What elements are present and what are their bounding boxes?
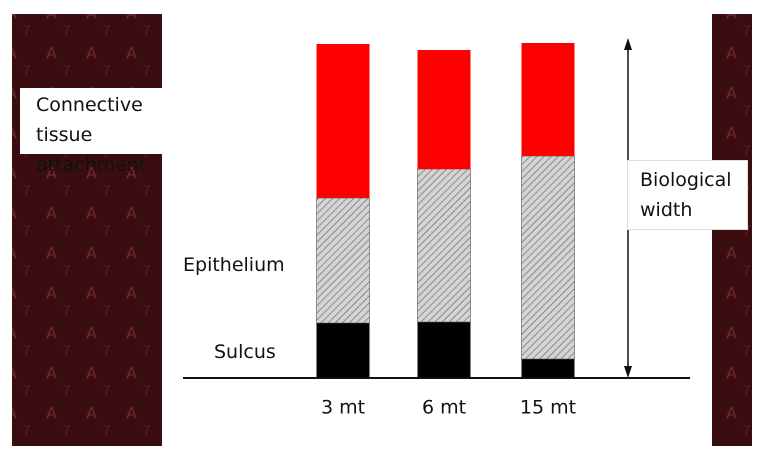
series-label: Connective tissue attachment	[20, 88, 168, 176]
bar-segment	[316, 44, 370, 198]
arrow-head	[624, 38, 632, 50]
bar-segment	[417, 50, 471, 169]
bar-segment	[316, 323, 370, 378]
x-tick-label: 6 mt	[422, 397, 466, 419]
x-tick-label: 15 mt	[520, 397, 576, 419]
background-decoration	[12, 14, 162, 446]
x-tick-label: 3 mt	[321, 397, 365, 419]
bar-segment	[417, 322, 471, 378]
bar-segment	[521, 43, 575, 156]
series-label: Epithelium	[183, 254, 285, 276]
bar-segment	[521, 155, 575, 360]
bar-segment	[316, 197, 370, 324]
annotation: Biological width	[627, 160, 748, 230]
background-decoration	[712, 14, 752, 446]
bar-segment	[417, 168, 471, 323]
arrow-head	[624, 366, 632, 378]
bar-segment	[521, 359, 575, 378]
series-label: Sulcus	[214, 341, 276, 363]
